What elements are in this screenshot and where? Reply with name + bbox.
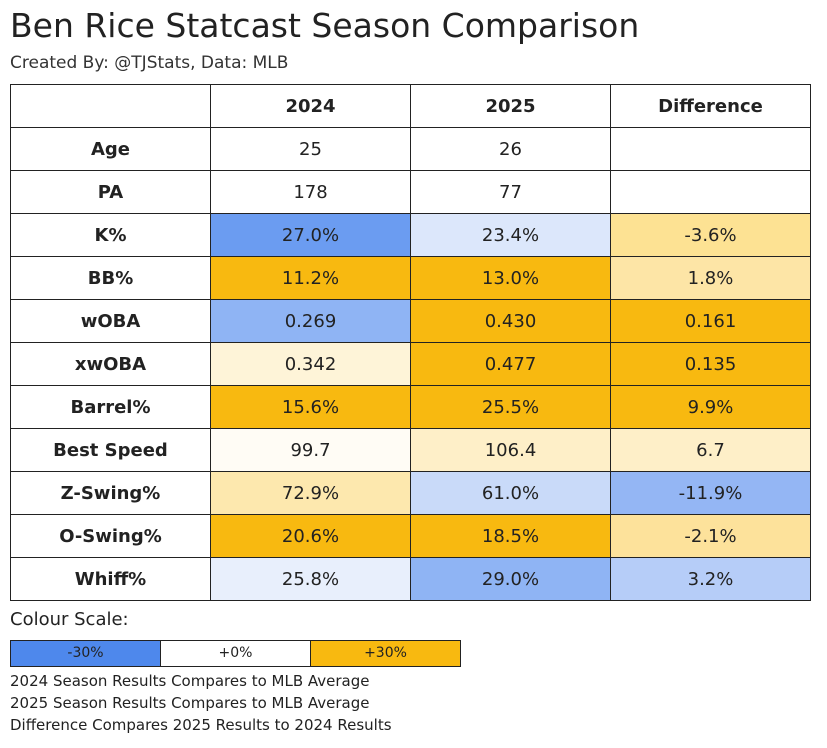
value-cell-2025: 29.0% [410,557,611,601]
header-cell-difference: Difference [610,84,811,128]
row-label: Barrel% [10,385,211,429]
value-cell-difference: -3.6% [610,213,811,257]
row-label: Z-Swing% [10,471,211,515]
value-cell-difference: 1.8% [610,256,811,300]
value-cell-2024: 178 [210,170,411,214]
colour-scale: -30% +0% +30% [10,640,461,667]
legend-title: Colour Scale: [10,609,129,630]
value-cell-2024: 72.9% [210,471,411,515]
table-row: Z-Swing% 72.9% 61.0% -11.9% [10,471,811,515]
table-row: BB% 11.2% 13.0% 1.8% [10,256,811,300]
value-cell-2024: 0.342 [210,342,411,386]
value-cell-2025: 13.0% [410,256,611,300]
table-body: Age 25 26 PA 178 77 K% 27.0% 23.4% -3.6% BB% 11.2% 1… [10,127,811,601]
value-cell-difference: 3.2% [610,557,811,601]
row-label: O-Swing% [10,514,211,558]
stats-table: 2024 2025 Difference Age 25 26 PA 178 77 K% 27.… [10,84,811,601]
scale-high-swatch: +30% [310,641,460,666]
value-cell-2025: 23.4% [410,213,611,257]
value-cell-difference: 0.161 [610,299,811,343]
table-row: Whiff% 25.8% 29.0% 3.2% [10,557,811,601]
value-cell-2025: 77 [410,170,611,214]
value-cell-difference: 6.7 [610,428,811,472]
value-cell-difference [610,127,811,171]
table-row: PA 178 77 [10,170,811,214]
value-cell-2025: 25.5% [410,385,611,429]
value-cell-2025: 0.430 [410,299,611,343]
value-cell-2025: 106.4 [410,428,611,472]
note-line: Difference Compares 2025 Results to 2024… [10,716,392,734]
row-label: PA [10,170,211,214]
scale-mid-swatch: +0% [160,641,310,666]
value-cell-2024: 11.2% [210,256,411,300]
value-cell-difference [610,170,811,214]
table-row: O-Swing% 20.6% 18.5% -2.1% [10,514,811,558]
notes: 2024 Season Results Compares to MLB Aver… [10,670,392,736]
value-cell-2025: 18.5% [410,514,611,558]
note-line: 2024 Season Results Compares to MLB Aver… [10,672,370,690]
value-cell-2024: 25 [210,127,411,171]
value-cell-2024: 25.8% [210,557,411,601]
chart-title: Ben Rice Statcast Season Comparison [10,6,640,45]
note-line: 2025 Season Results Compares to MLB Aver… [10,694,370,712]
value-cell-2024: 0.269 [210,299,411,343]
header-cell-blank [10,84,211,128]
value-cell-2025: 61.0% [410,471,611,515]
table-row: Barrel% 15.6% 25.5% 9.9% [10,385,811,429]
header-cell-2024: 2024 [210,84,411,128]
scale-low-swatch: -30% [11,641,160,666]
row-label: wOBA [10,299,211,343]
value-cell-2025: 0.477 [410,342,611,386]
row-label: K% [10,213,211,257]
value-cell-2024: 20.6% [210,514,411,558]
value-cell-2024: 27.0% [210,213,411,257]
row-label: Age [10,127,211,171]
value-cell-2024: 99.7 [210,428,411,472]
table-row: K% 27.0% 23.4% -3.6% [10,213,811,257]
row-label: xwOBA [10,342,211,386]
value-cell-2024: 15.6% [210,385,411,429]
row-label: BB% [10,256,211,300]
row-label: Whiff% [10,557,211,601]
table-row: Age 25 26 [10,127,811,171]
chart-subtitle: Created By: @TJStats, Data: MLB [10,53,289,73]
table-row: Best Speed 99.7 106.4 6.7 [10,428,811,472]
value-cell-difference: -11.9% [610,471,811,515]
value-cell-difference: 9.9% [610,385,811,429]
row-label: Best Speed [10,428,211,472]
table-row: wOBA 0.269 0.430 0.161 [10,299,811,343]
header-cell-2025: 2025 [410,84,611,128]
value-cell-2025: 26 [410,127,611,171]
table-row: xwOBA 0.342 0.477 0.135 [10,342,811,386]
header-row: 2024 2025 Difference [10,84,811,128]
value-cell-difference: 0.135 [610,342,811,386]
value-cell-difference: -2.1% [610,514,811,558]
